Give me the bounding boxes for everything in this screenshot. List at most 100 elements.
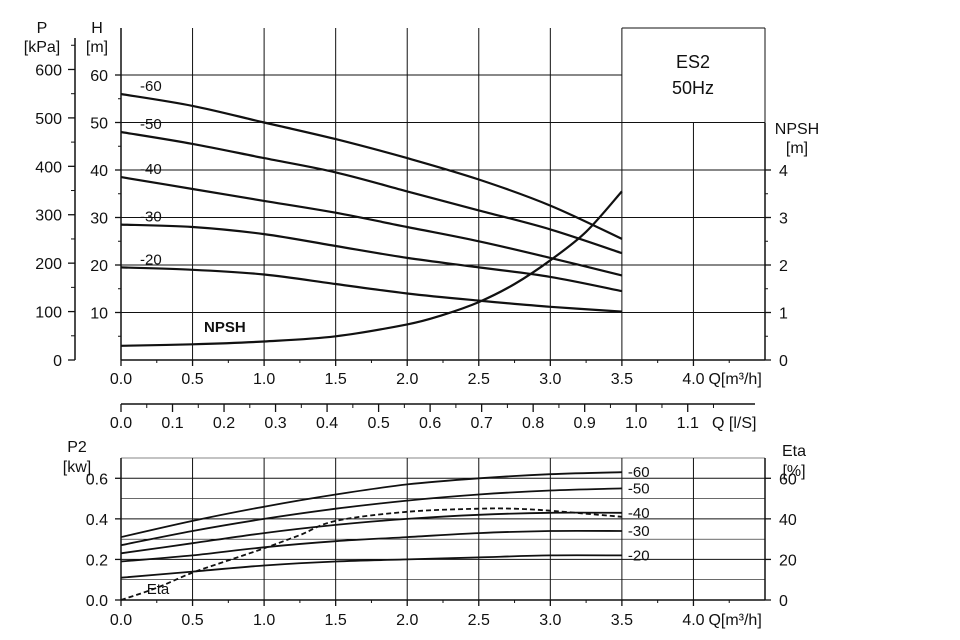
h-axis-title: H <box>91 20 103 37</box>
h-curve--30 <box>120 223 623 293</box>
q-bottom-tick-label: 2.0 <box>396 612 418 629</box>
ls-tick-label: 0.6 <box>419 415 441 432</box>
h-tick-label: 10 <box>90 306 108 323</box>
ls-tick-label: 0.2 <box>213 415 235 432</box>
p2-curve-label: -30 <box>628 523 650 540</box>
p2-curve--40 <box>120 511 622 555</box>
h-tick-label: 20 <box>90 258 108 275</box>
q-bottom-tick-label: 3.0 <box>539 612 561 629</box>
chart-title-model: ES2 <box>676 52 710 72</box>
p-tick-label: 300 <box>35 208 62 225</box>
npsh-axis-unit: [m] <box>786 140 808 157</box>
p2-tick-label: 0.6 <box>86 471 108 488</box>
h-axis-unit: [m] <box>86 39 108 56</box>
p2-curve--50 <box>120 487 622 547</box>
p-tick-label: 200 <box>35 256 62 273</box>
p-tick-label: 0 <box>53 353 62 370</box>
q-tick-label: 1.5 <box>325 371 347 388</box>
h-tick-label: 60 <box>90 68 108 85</box>
q-tick-label: 4.0 <box>682 371 704 388</box>
ls-tick-label: 1.0 <box>625 415 647 432</box>
ls-tick-label: 1.1 <box>677 415 699 432</box>
h-curve-label: -50 <box>140 116 162 133</box>
eta-tick-label: 60 <box>779 471 797 488</box>
p-axis-title: P <box>37 20 48 37</box>
h-tick-label: 40 <box>90 163 108 180</box>
q-bottom-tick-label: 0.5 <box>181 612 203 629</box>
ls-tick-label: 0.4 <box>316 415 338 432</box>
npsh-tick-label: 4 <box>779 163 788 180</box>
grid-layer <box>121 27 766 600</box>
p-tick-label: 600 <box>35 62 62 79</box>
p2-curve-label: -20 <box>628 547 650 564</box>
q-tick-label: 2.0 <box>396 371 418 388</box>
h-curve-label: -60 <box>140 78 162 95</box>
ls-tick-label: 0.1 <box>161 415 183 432</box>
eta-tick-label: 20 <box>779 552 797 569</box>
eta-tick-label: 40 <box>779 512 797 529</box>
npsh-tick-label: 2 <box>779 258 788 275</box>
ls-axis-label: Q [l/S] <box>712 415 756 432</box>
p2-curve--30 <box>120 529 622 563</box>
npsh-tick-label: 0 <box>779 353 788 370</box>
h-tick-label: 50 <box>90 116 108 133</box>
p2-tick-label: 0.0 <box>86 593 108 610</box>
axes-layer <box>68 28 771 606</box>
npsh-tick-label: 3 <box>779 211 788 228</box>
p-axis-unit: [kPa] <box>24 39 60 56</box>
p2-curve--20 <box>120 554 622 579</box>
ls-tick-label: 0.0 <box>110 415 132 432</box>
h-curve--40 <box>120 176 623 277</box>
p2-curve-label: -50 <box>628 480 650 497</box>
eta-curve <box>120 507 622 601</box>
q-tick-label: 0.5 <box>181 371 203 388</box>
p-tick-label: 500 <box>35 111 62 128</box>
p-tick-label: 100 <box>35 305 62 322</box>
ls-tick-label: 0.8 <box>522 415 544 432</box>
npsh-curve-label: NPSH <box>204 319 246 336</box>
npsh-curve <box>120 190 623 347</box>
q-bottom-tick-label: 1.0 <box>253 612 275 629</box>
q-bottom-axis-label: Q[m³/h] <box>708 612 761 629</box>
eta-curve-label: Eta <box>147 581 170 598</box>
h-curve-label: -30 <box>140 209 162 226</box>
ls-tick-label: 0.3 <box>264 415 286 432</box>
q-bottom-tick-label: 3.5 <box>611 612 633 629</box>
npsh-tick-label: 1 <box>779 306 788 323</box>
h-tick-label: 30 <box>90 211 108 228</box>
q-bottom-tick-label: 4.0 <box>682 612 704 629</box>
q-tick-label: 3.5 <box>611 371 633 388</box>
p2-tick-label: 0.4 <box>86 512 108 529</box>
ls-tick-label: 0.7 <box>471 415 493 432</box>
p2-curve--60 <box>120 471 622 538</box>
p-tick-label: 400 <box>35 159 62 176</box>
ls-tick-label: 0.5 <box>367 415 389 432</box>
p2-curve-label: -60 <box>628 464 650 481</box>
p2-axis-unit: [kw] <box>63 459 91 476</box>
q-bottom-tick-label: 0.0 <box>110 612 132 629</box>
ls-tick-label: 0.9 <box>574 415 596 432</box>
q-axis-label: Q[m³/h] <box>708 371 761 388</box>
h-curve--20 <box>120 266 622 313</box>
q-bottom-tick-label: 1.5 <box>325 612 347 629</box>
p2-axis-title: P2 <box>67 439 87 456</box>
series-layer <box>120 92 623 601</box>
h-curve--60 <box>120 92 623 240</box>
eta-axis-title: Eta <box>782 443 806 460</box>
q-tick-label: 3.0 <box>539 371 561 388</box>
h-curve--50 <box>120 130 623 255</box>
p2-tick-label: 0.2 <box>86 552 108 569</box>
h-curve-label: -40 <box>140 161 162 178</box>
q-tick-label: 2.5 <box>468 371 490 388</box>
q-bottom-tick-label: 2.5 <box>468 612 490 629</box>
eta-axis-unit: [%] <box>782 463 805 480</box>
p2-curve-label: -40 <box>628 505 650 522</box>
q-tick-label: 0.0 <box>110 371 132 388</box>
h-curve-label: -20 <box>140 251 162 268</box>
chart-title-frequency: 50Hz <box>672 78 714 98</box>
q-tick-label: 1.0 <box>253 371 275 388</box>
eta-tick-label: 0 <box>779 593 788 610</box>
npsh-axis-title: NPSH <box>775 121 819 138</box>
